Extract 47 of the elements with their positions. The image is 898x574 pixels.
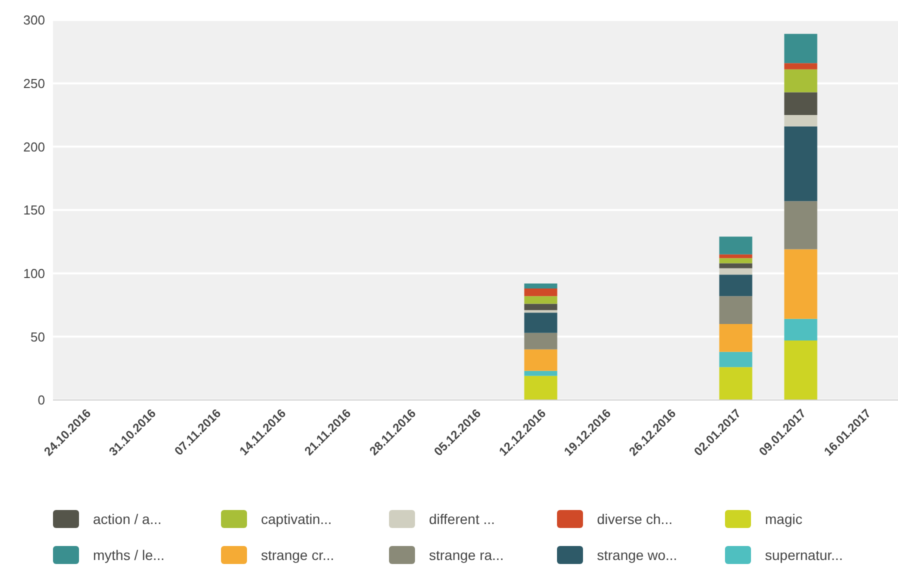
bar [719,254,752,258]
legend-label: myths / le... [93,547,165,563]
legend-label: supernatur... [765,547,843,563]
y-tick-label: 100 [23,266,45,281]
y-tick-label: 250 [23,76,45,91]
bar [719,236,752,254]
legend-label: action / a... [93,511,162,527]
bar [719,352,752,368]
bar [784,69,818,92]
legend-label: strange wo... [597,547,678,563]
legend-label: strange cr... [261,547,334,563]
legend-label: diverse ch... [597,511,672,527]
y-tick-label: 300 [23,12,45,28]
legend-label: captivatin... [261,511,332,527]
bar [524,349,558,371]
bar [524,283,558,289]
bar [784,318,818,340]
bar [524,296,558,304]
bar [719,274,752,296]
legend-label: strange ra... [429,547,504,563]
bar [524,304,558,310]
bar [784,92,818,115]
bar [784,249,818,319]
y-tick-label: 0 [38,392,45,408]
bar [784,340,818,400]
bar [719,296,752,324]
bar [784,34,818,64]
bar [524,376,558,400]
bar [784,115,818,126]
bar [784,63,818,70]
bar [524,370,558,376]
bar [784,126,818,202]
y-tick-label: 50 [30,329,45,344]
bar [719,268,752,275]
bar [719,367,752,400]
bar [524,332,558,350]
legend-label: different ... [429,511,495,527]
legend-label: magic [765,511,802,527]
bar [719,258,752,264]
bar [524,288,558,296]
bar [784,201,818,250]
bar [719,263,752,268]
bar [524,310,558,313]
bar [524,312,558,333]
y-tick-label: 200 [23,139,45,154]
y-tick-label: 150 [23,202,45,218]
bar [719,324,752,352]
